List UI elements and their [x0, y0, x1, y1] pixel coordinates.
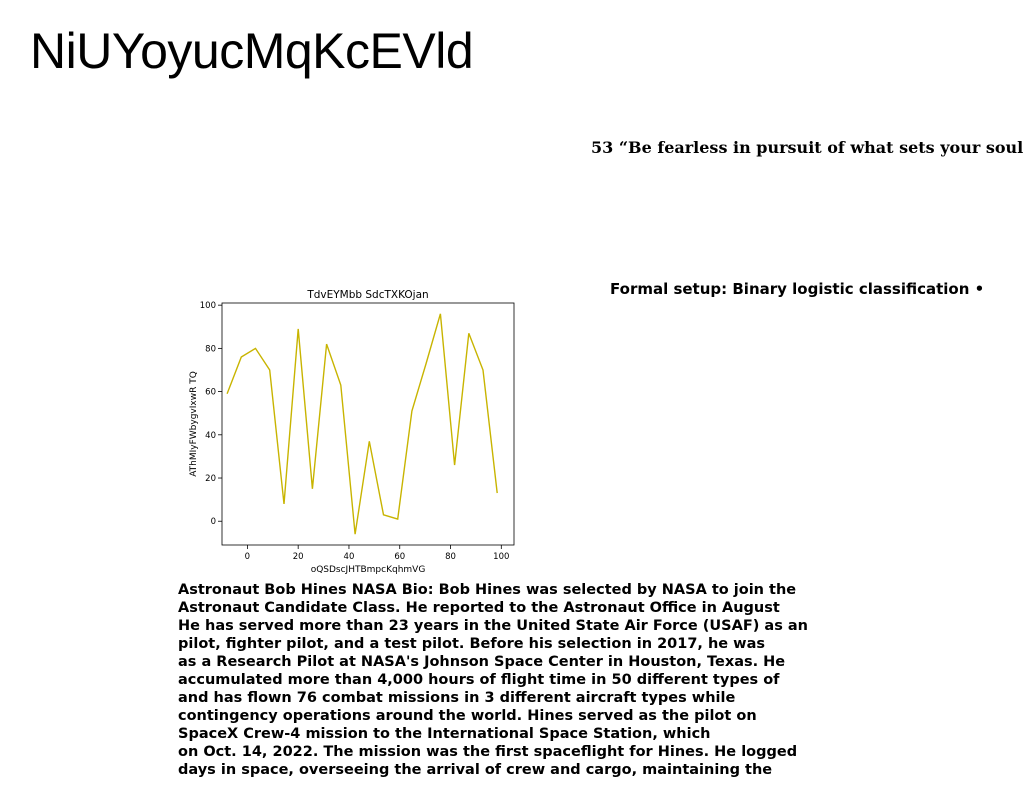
bio-line: He has served more than 23 years in the … — [178, 618, 808, 634]
series-line — [226, 313, 498, 535]
x-tick-label: 0 — [245, 552, 250, 562]
bio-line: as a Research Pilot at NASA's Johnson Sp… — [178, 654, 786, 670]
axis-ticks: 0 20 40 60 80 100 0 20 40 60 80 100 — [200, 301, 510, 562]
x-tick-label: 20 — [293, 552, 304, 562]
page-title: NiUYoyucMqKcEVld — [30, 23, 474, 79]
x-tick-label: 100 — [493, 552, 509, 562]
bio-line: accumulated more than 4,000 hours of fli… — [178, 672, 780, 688]
bio-line: on Oct. 14, 2022. The mission was the fi… — [178, 744, 798, 760]
x-axis-label: oQSDscJHTBmpcKqhmVG — [311, 565, 426, 575]
y-tick-label: 60 — [205, 388, 216, 398]
bio-paragraph: Astronaut Bob Hines NASA Bio: Bob Hines … — [178, 581, 808, 779]
x-tick-label: 40 — [344, 552, 355, 562]
y-tick-label: 20 — [205, 474, 216, 484]
x-tick-label: 80 — [445, 552, 456, 562]
quote-text: 53 “Be fearless in pursuit of what sets … — [591, 138, 1024, 157]
y-tick-label: 0 — [211, 517, 216, 527]
bio-line: Astronaut Candidate Class. He reported t… — [178, 600, 780, 616]
y-tick-label: 80 — [205, 344, 216, 354]
x-tick-label: 60 — [394, 552, 405, 562]
line-chart-svg: TdvEYMbb SdcTXKOjan 0 20 40 60 80 100 0 20 40 60 8… — [189, 289, 515, 575]
bio-line: SpaceX Crew-4 mission to the Internation… — [178, 726, 711, 742]
bio-line: contingency operations around the world.… — [178, 708, 757, 724]
y-tick-label: 40 — [205, 431, 216, 441]
bio-line: Astronaut Bob Hines NASA Bio: Bob Hines … — [178, 582, 797, 598]
y-tick-label: 100 — [200, 301, 216, 311]
bio-line: pilot, fighter pilot, and a test pilot. … — [178, 636, 765, 652]
bio-line: and has flown 76 combat missions in 3 di… — [178, 690, 736, 706]
formal-setup-heading: Formal setup: Binary logistic classifica… — [610, 280, 985, 298]
line-chart: TdvEYMbb SdcTXKOjan 0 20 40 60 80 100 0 20 40 60 8… — [178, 282, 530, 578]
chart-title: TdvEYMbb SdcTXKOjan — [306, 289, 428, 301]
y-axis-label: AThMIyFWbygvIxwR TQ — [189, 371, 199, 477]
bio-line: days in space, overseeing the arrival of… — [178, 762, 773, 778]
plot-frame — [221, 302, 515, 546]
